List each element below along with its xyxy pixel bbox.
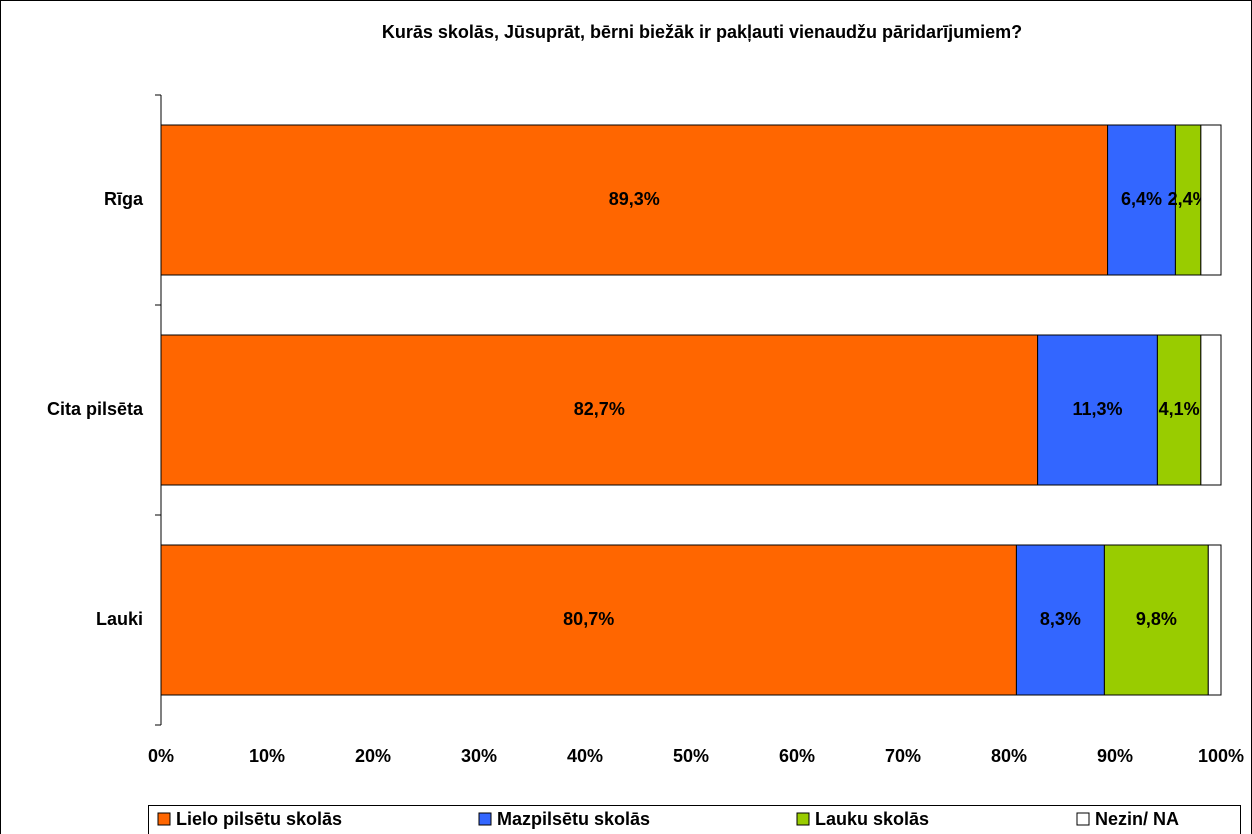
x-tick-label: 70%	[885, 746, 921, 766]
legend-swatch	[478, 812, 492, 826]
data-label: 89,3%	[609, 189, 660, 209]
bar-segment	[1107, 124, 1176, 276]
data-label: 11,3%	[1072, 399, 1122, 419]
legend-swatch	[796, 812, 810, 826]
legend-label: Mazpilsētu skolās	[497, 809, 650, 829]
x-tick-label: 80%	[991, 746, 1027, 766]
y-tick-label: Cita pilsēta	[47, 399, 144, 419]
data-label: 6,4%	[1121, 189, 1162, 209]
x-tick-label: 90%	[1097, 746, 1133, 766]
data-label: 9,8%	[1136, 609, 1177, 629]
data-label: 82,7%	[574, 399, 625, 419]
bar-segment	[1200, 334, 1222, 486]
legend-label: Nezin/ NA	[1095, 809, 1179, 829]
bar-segment	[1207, 544, 1222, 696]
y-tick-label: Rīga	[104, 189, 144, 209]
bar-segment	[160, 544, 1017, 696]
legend-label: Lauku skolās	[815, 809, 929, 829]
x-tick-label: 40%	[567, 746, 603, 766]
y-tick-label: Lauki	[96, 609, 143, 629]
bar-segment	[1037, 334, 1158, 486]
x-tick-label: 20%	[355, 746, 391, 766]
legend-box	[148, 805, 1241, 834]
bar-segment	[1200, 124, 1222, 276]
x-tick-label: 100%	[1198, 746, 1244, 766]
x-tick-label: 50%	[673, 746, 709, 766]
data-label: 80,7%	[563, 609, 614, 629]
chart-title: Kurās skolās, Jūsuprāt, bērni biežāk ir …	[382, 22, 1022, 42]
x-tick-label: 60%	[779, 746, 815, 766]
legend-swatch	[1076, 812, 1090, 826]
data-label: 8,3%	[1040, 609, 1081, 629]
x-tick-label: 10%	[249, 746, 285, 766]
bar-segment	[1174, 124, 1202, 276]
bar-segment	[160, 334, 1039, 486]
x-tick-label: 0%	[148, 746, 174, 766]
data-label: 2,4%	[1168, 189, 1209, 209]
bar-segment	[1103, 544, 1209, 696]
legend-label: Lielo pilsētu skolās	[176, 809, 342, 829]
x-tick-label: 30%	[461, 746, 497, 766]
bar-segment	[1015, 544, 1105, 696]
data-label: 4,1%	[1159, 399, 1200, 419]
bar-segment	[1156, 334, 1202, 486]
legend-swatch	[157, 812, 171, 826]
